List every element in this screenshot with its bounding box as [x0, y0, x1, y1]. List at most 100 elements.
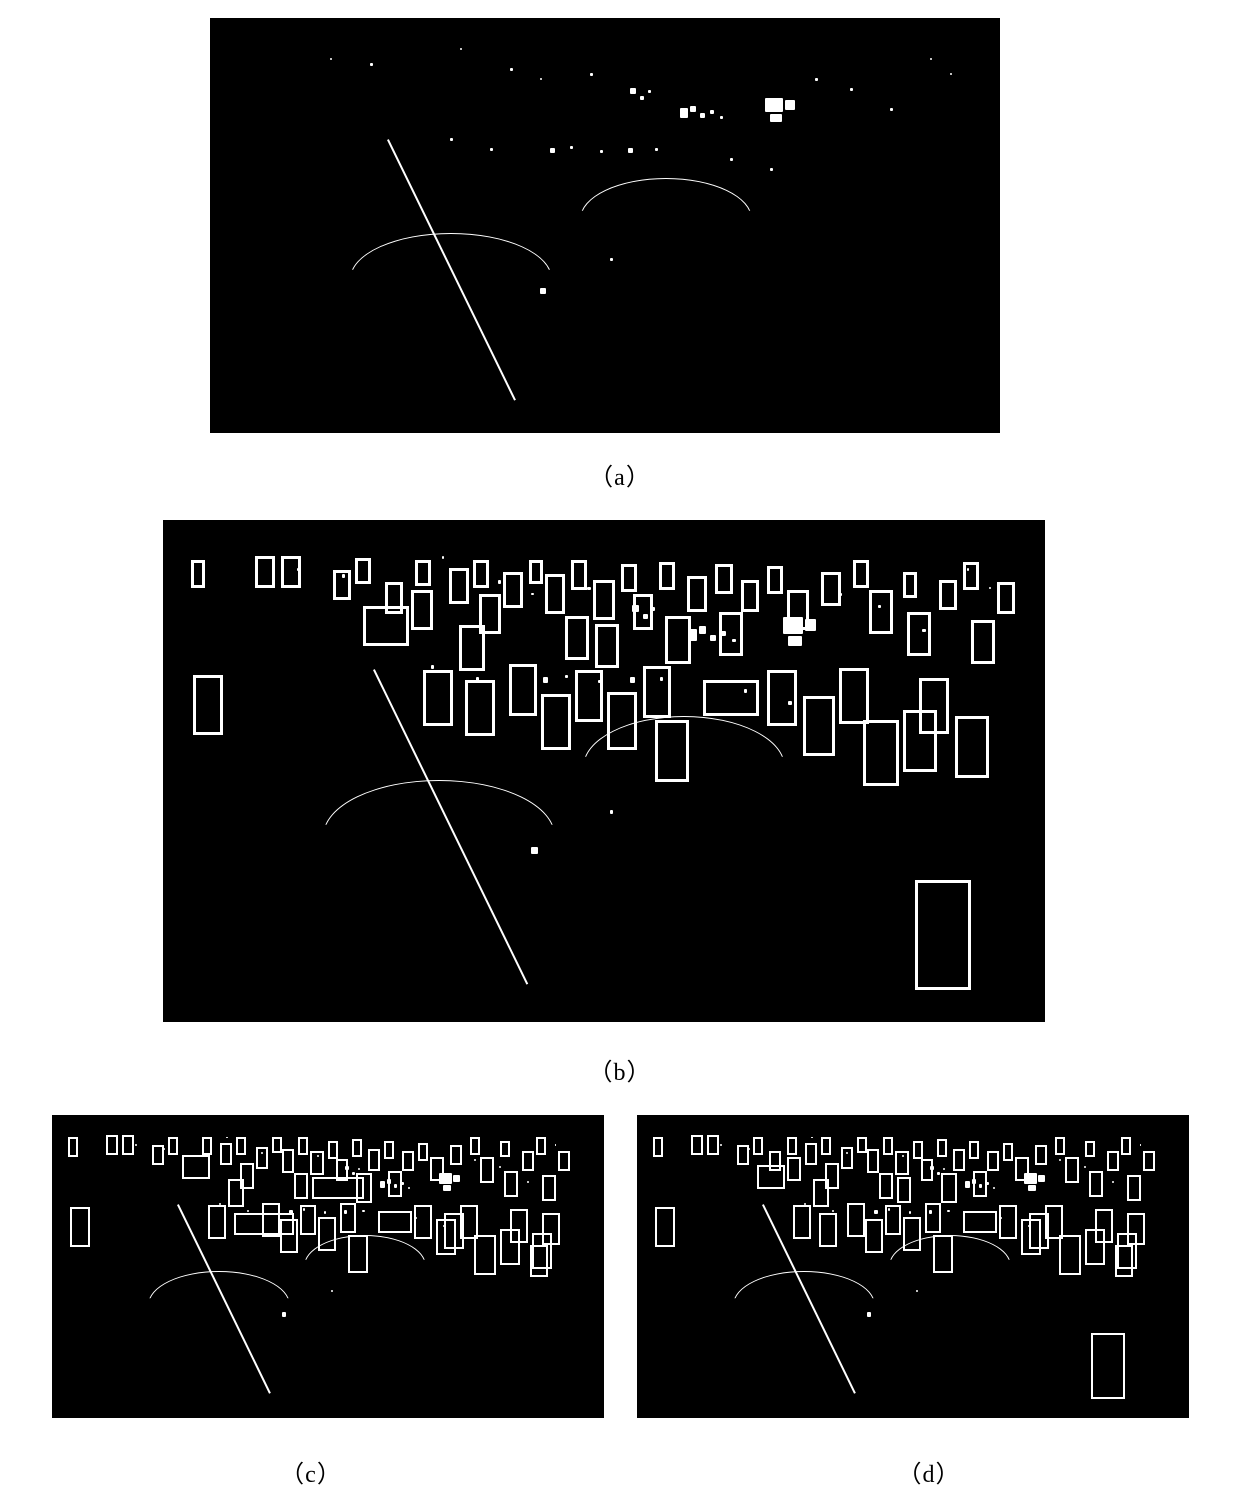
- detection-bbox: [913, 1141, 923, 1159]
- detection-bbox: [558, 1151, 570, 1171]
- foreground-blob: [610, 258, 613, 261]
- arc-line: [148, 1271, 290, 1339]
- detection-bbox: [529, 560, 543, 584]
- detection-bbox: [193, 675, 223, 735]
- foreground-blob: [510, 68, 513, 71]
- detection-bbox: [565, 616, 589, 660]
- foreground-blob: [460, 48, 462, 50]
- detection-bbox: [1107, 1151, 1119, 1171]
- detection-bbox: [803, 696, 835, 756]
- detection-bbox: [236, 1137, 246, 1155]
- foreground-blob: [498, 580, 501, 584]
- foreground-blob: [648, 90, 651, 93]
- detection-bbox: [971, 620, 995, 664]
- foreground-blob: [550, 148, 555, 153]
- detection-bbox: [941, 1173, 957, 1203]
- detection-bbox: [741, 580, 759, 612]
- foreground-blob: [408, 1187, 410, 1189]
- detection-bbox: [707, 1135, 719, 1155]
- detection-bbox: [973, 1171, 987, 1197]
- detection-bbox: [418, 1143, 428, 1161]
- foreground-blob: [442, 556, 444, 558]
- detection-bbox: [436, 1219, 456, 1255]
- detection-bbox: [787, 590, 809, 630]
- detection-bbox: [310, 1151, 324, 1175]
- foreground-blob: [135, 1144, 136, 1145]
- foreground-blob: [531, 847, 538, 854]
- detection-bbox: [805, 1143, 817, 1165]
- detection-bbox: [500, 1141, 510, 1157]
- foreground-blob: [1028, 1185, 1036, 1191]
- detection-bbox: [719, 612, 743, 656]
- foreground-blob: [640, 96, 644, 100]
- detection-bbox: [1059, 1235, 1081, 1275]
- foreground-blob: [785, 100, 795, 110]
- detection-bbox: [655, 1207, 675, 1247]
- detection-bbox: [687, 576, 707, 612]
- caption-b: （b）: [0, 1052, 1240, 1087]
- foreground-blob: [499, 1166, 501, 1168]
- detection-bbox: [915, 880, 971, 990]
- foreground-blob: [720, 116, 723, 119]
- caption-row-cd: （c） （d）: [35, 1454, 1205, 1489]
- foreground-blob: [710, 635, 716, 641]
- foreground-blob: [370, 63, 373, 66]
- detection-bbox: [897, 1177, 911, 1203]
- detection-bbox: [122, 1135, 134, 1155]
- detection-bbox: [999, 1205, 1017, 1239]
- detection-bbox: [653, 1137, 663, 1157]
- detection-bbox: [473, 560, 489, 588]
- detection-bbox: [423, 670, 453, 726]
- foreground-blob: [630, 88, 636, 94]
- foreground-blob: [570, 146, 573, 149]
- detection-bbox: [255, 556, 275, 588]
- detection-bbox: [879, 1173, 893, 1199]
- figure-page: （a） （b） （c） （d）: [0, 0, 1240, 1508]
- foreground-blob: [965, 1181, 971, 1188]
- detection-bbox: [997, 582, 1015, 614]
- detection-bbox: [168, 1137, 178, 1155]
- arc-line: [323, 780, 555, 892]
- detection-bbox: [363, 606, 409, 646]
- detection-bbox: [787, 1137, 797, 1155]
- foreground-blob: [324, 1211, 326, 1213]
- detection-bbox: [847, 1203, 865, 1237]
- detection-bbox: [328, 1141, 338, 1159]
- detection-bbox: [402, 1151, 414, 1171]
- detection-bbox: [536, 1137, 546, 1155]
- foreground-blob: [832, 1210, 834, 1212]
- detection-bbox: [1035, 1145, 1047, 1165]
- detection-bbox: [839, 668, 869, 724]
- foreground-blob: [700, 113, 705, 118]
- foreground-blob: [247, 1210, 249, 1212]
- detection-bbox: [953, 1149, 965, 1171]
- foreground-blob: [690, 106, 696, 112]
- detection-bbox: [281, 556, 301, 588]
- detection-bbox: [907, 612, 931, 656]
- detection-bbox: [575, 670, 603, 722]
- detection-bbox: [542, 1175, 556, 1201]
- detection-bbox: [449, 568, 469, 604]
- foreground-blob: [874, 1210, 877, 1214]
- foreground-blob: [282, 1312, 286, 1316]
- foreground-blob: [590, 73, 593, 76]
- detection-bbox: [1121, 1137, 1131, 1155]
- detection-bbox: [767, 670, 797, 726]
- foreground-blob: [362, 1210, 364, 1212]
- foreground-blob: [989, 587, 991, 589]
- detection-bbox: [414, 1205, 432, 1239]
- foreground-blob: [543, 677, 549, 683]
- detection-bbox: [1127, 1175, 1141, 1201]
- panel-b-detection-boxes: [163, 520, 1045, 1022]
- foreground-blob: [453, 1175, 460, 1182]
- foreground-blob: [748, 1148, 750, 1150]
- detection-bbox: [903, 1217, 921, 1251]
- detection-bbox: [384, 1141, 394, 1159]
- detection-bbox: [503, 572, 523, 608]
- detection-bbox: [208, 1205, 226, 1239]
- panel-c-detection-boxes: [52, 1115, 604, 1418]
- detection-bbox: [767, 566, 783, 594]
- detection-bbox: [509, 664, 537, 716]
- foreground-blob: [443, 1185, 451, 1191]
- detection-bbox: [821, 572, 841, 606]
